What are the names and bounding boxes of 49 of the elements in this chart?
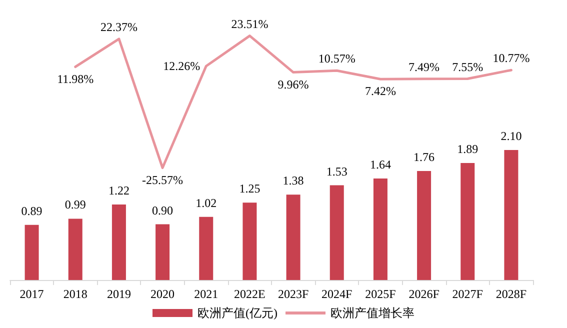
bar bbox=[24, 224, 39, 280]
data-label: 2.10 bbox=[500, 129, 522, 143]
data-label: -25.57% bbox=[142, 172, 184, 187]
data-label: 11.98% bbox=[57, 72, 94, 86]
data-label: 23.51% bbox=[231, 16, 268, 31]
data-label: 10.57% bbox=[318, 52, 356, 66]
data-label: 1.76 bbox=[414, 150, 435, 164]
bar bbox=[68, 218, 82, 280]
bar bbox=[286, 194, 300, 280]
bar bbox=[242, 202, 257, 280]
data-label: 0.99 bbox=[64, 198, 86, 212]
data-label: 7.49% bbox=[408, 60, 440, 74]
data-label: 1.89 bbox=[457, 142, 478, 156]
data-label: 0.90 bbox=[152, 203, 174, 218]
bar bbox=[112, 204, 126, 280]
x-tick-label: 2018 bbox=[63, 287, 88, 301]
data-label: 1.38 bbox=[282, 174, 304, 188]
data-label: 1.02 bbox=[196, 196, 217, 210]
data-label: 1.25 bbox=[239, 182, 260, 196]
x-tick-label: 2022E bbox=[234, 287, 266, 301]
data-label: 1.53 bbox=[326, 164, 348, 178]
bar bbox=[199, 216, 214, 280]
legend-label: 欧洲产值(亿元) bbox=[198, 306, 278, 320]
x-tick-label: 2025F bbox=[365, 287, 396, 301]
bar bbox=[460, 163, 475, 280]
x-tick-label: 2026F bbox=[408, 287, 440, 301]
x-tick-label: 2023F bbox=[278, 287, 309, 301]
data-label: 12.26% bbox=[163, 59, 200, 74]
data-label: 22.37% bbox=[100, 20, 138, 34]
x-tick-label: 2019 bbox=[106, 287, 131, 301]
data-label: 9.96% bbox=[278, 77, 309, 92]
x-tick-label: 2024F bbox=[322, 287, 353, 301]
data-label: 1.22 bbox=[108, 183, 130, 198]
bar bbox=[417, 171, 432, 280]
x-tick-label: 2020 bbox=[150, 287, 175, 301]
bar bbox=[330, 185, 344, 280]
data-label: 0.89 bbox=[21, 204, 42, 218]
bar bbox=[156, 224, 170, 280]
x-tick-label: 2028F bbox=[496, 287, 527, 301]
bar bbox=[504, 150, 518, 280]
x-tick-label: 2017 bbox=[20, 287, 44, 301]
bar bbox=[373, 178, 388, 280]
x-tick-label: 2021 bbox=[194, 287, 218, 301]
data-label: 7.42% bbox=[364, 84, 396, 98]
data-label: 7.55% bbox=[452, 60, 484, 74]
legend-label: 欧洲产值增长率 bbox=[330, 306, 414, 320]
data-label: 1.64 bbox=[370, 157, 391, 172]
data-label: 10.77% bbox=[492, 51, 530, 66]
x-tick-label: 2027F bbox=[452, 287, 484, 301]
